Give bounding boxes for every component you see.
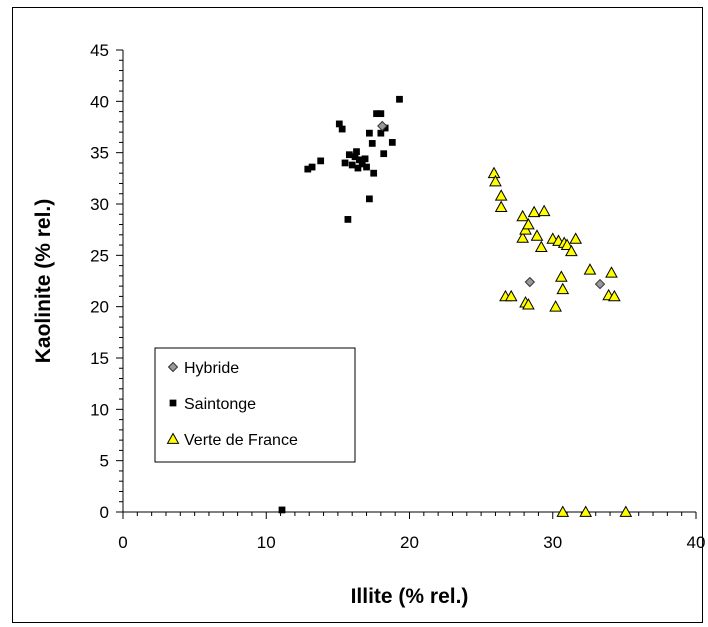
data-point-verte-de-france xyxy=(522,298,535,310)
y-tick-label: 45 xyxy=(90,41,109,60)
x-axis-label: Illite (% rel.) xyxy=(351,585,469,608)
data-point-saintonge xyxy=(308,163,316,171)
data-point-saintonge xyxy=(377,129,385,137)
data-point-verte-de-france xyxy=(605,266,618,278)
y-tick-label: 25 xyxy=(90,246,109,265)
data-point-saintonge xyxy=(370,169,378,177)
data-point-verte-de-france xyxy=(537,204,551,217)
data-point-saintonge xyxy=(304,165,312,173)
x-tick-label: 20 xyxy=(400,533,419,552)
data-point-saintonge xyxy=(368,140,376,147)
data-point-verte-de-france xyxy=(619,505,633,517)
data-point-hybride xyxy=(377,120,388,132)
data-point-hybride xyxy=(524,276,536,288)
data-point-saintonge xyxy=(388,139,396,146)
data-point-verte-de-france xyxy=(516,231,530,243)
data-point-saintonge xyxy=(278,506,286,514)
data-point-saintonge xyxy=(344,216,352,223)
legend-label-hybride: Hybride xyxy=(184,360,239,377)
data-point-saintonge xyxy=(353,148,360,156)
data-point-verte-de-france xyxy=(554,270,568,282)
data-point-saintonge xyxy=(380,150,388,158)
data-point-saintonge xyxy=(358,160,366,168)
y-tick-label: 15 xyxy=(90,349,109,368)
x-tick-label: 0 xyxy=(118,533,127,552)
data-point-verte-de-france xyxy=(569,232,583,244)
data-point-saintonge xyxy=(366,195,373,203)
data-point-verte-de-france xyxy=(607,289,621,302)
data-point-verte-de-france xyxy=(556,282,570,295)
y-tick-label: 0 xyxy=(100,503,109,522)
data-point-verte-de-france xyxy=(560,238,574,250)
x-tick-label: 40 xyxy=(687,533,706,552)
legend-label-saintonge: Saintonge xyxy=(184,396,256,413)
y-axis-label: Kaolinite (% rel.) xyxy=(32,199,55,364)
data-point-verte-de-france xyxy=(516,209,530,222)
data-point-verte-de-france xyxy=(489,174,502,187)
y-tick-label: 10 xyxy=(90,400,109,419)
y-tick-label: 5 xyxy=(100,452,109,471)
plot-area: 0 10 20 30 40 0 5 10 15 20 25 30 35 40 45 Illite (% rel… xyxy=(32,41,705,608)
legend-box xyxy=(154,347,356,463)
data-point-verte-de-france xyxy=(583,263,597,275)
data-point-verte-de-france xyxy=(534,240,548,253)
y-tick-label: 20 xyxy=(90,298,109,317)
legend-marker-verte-de-france xyxy=(166,432,180,444)
data-point-saintonge xyxy=(354,164,362,172)
data-point-saintonge xyxy=(377,110,385,118)
data-point-verte-de-france xyxy=(494,200,508,212)
data-point-saintonge xyxy=(351,153,359,161)
data-point-verte-de-france xyxy=(556,505,570,517)
chart-frame xyxy=(12,7,703,623)
data-point-saintonge xyxy=(396,95,403,103)
data-point-hybride xyxy=(594,278,606,290)
legend-marker-hybride xyxy=(167,361,179,373)
data-point-saintonge xyxy=(317,157,325,165)
legend-label-verte-de-france: Verte de France xyxy=(184,432,298,449)
data-point-saintonge xyxy=(373,110,380,118)
data-point-verte-de-france xyxy=(549,300,562,312)
data-point-saintonge xyxy=(355,156,363,164)
data-point-verte-de-france xyxy=(504,289,518,302)
x-tick-label: 30 xyxy=(543,533,562,552)
data-point-verte-de-france xyxy=(579,505,593,517)
x-tick-label: 10 xyxy=(257,533,276,552)
data-point-saintonge xyxy=(366,129,373,137)
data-point-saintonge xyxy=(348,161,356,169)
legend-marker-saintonge xyxy=(169,399,177,407)
y-tick-label: 40 xyxy=(90,92,109,111)
data-point-verte-de-france xyxy=(494,189,508,201)
data-point-saintonge xyxy=(335,120,343,128)
data-point-verte-de-france xyxy=(565,244,578,257)
y-tick-label: 30 xyxy=(90,195,109,214)
data-point-saintonge xyxy=(341,159,349,167)
data-point-saintonge xyxy=(338,125,346,133)
y-tick-label: 35 xyxy=(90,144,109,163)
data-point-saintonge xyxy=(361,155,369,163)
data-point-saintonge xyxy=(345,151,353,159)
data-point-verte-de-france xyxy=(527,205,541,218)
data-point-saintonge xyxy=(363,163,370,171)
data-point-verte-de-france xyxy=(530,229,544,241)
data-point-verte-de-france xyxy=(522,218,535,230)
